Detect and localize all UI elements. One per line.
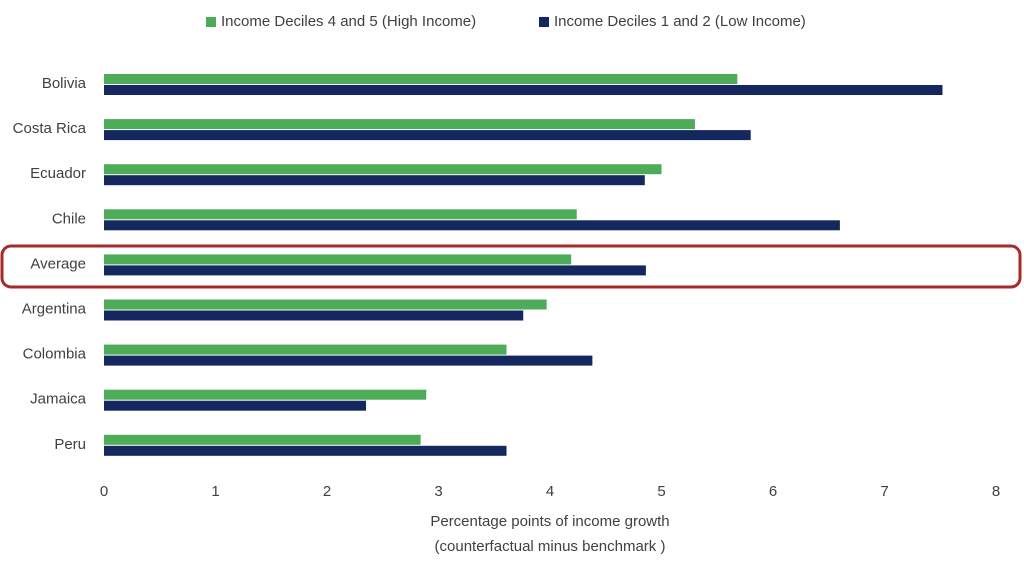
y-tick-label: Bolivia	[42, 75, 87, 92]
bar	[104, 254, 572, 265]
legend-swatch	[539, 17, 549, 27]
legend-swatch	[206, 17, 216, 27]
y-tick-label: Ecuador	[30, 165, 86, 182]
bar	[104, 310, 524, 321]
x-axis-title: (counterfactual minus benchmark )	[435, 538, 666, 555]
y-tick-label: Chile	[52, 210, 86, 227]
bar	[104, 130, 751, 141]
bar	[104, 344, 507, 355]
x-tick-label: 1	[211, 483, 219, 500]
x-tick-label: 0	[100, 483, 108, 500]
legend-label: Income Deciles 1 and 2 (Low Income)	[554, 13, 806, 30]
x-tick-label: 7	[880, 483, 888, 500]
y-tick-label: Argentina	[22, 300, 87, 317]
bar	[104, 85, 943, 95]
bar	[104, 209, 577, 220]
bar	[104, 389, 427, 400]
x-tick-label: 2	[323, 483, 331, 500]
x-tick-label: 5	[657, 483, 665, 500]
x-tick-label: 6	[769, 483, 777, 500]
bar	[104, 220, 840, 231]
bar	[104, 265, 646, 276]
y-tick-label: Average	[30, 255, 86, 272]
bar	[104, 434, 421, 445]
x-axis-title: Percentage points of income growth	[430, 513, 669, 530]
bar	[104, 164, 662, 175]
legend-label: Income Deciles 4 and 5 (High Income)	[221, 13, 476, 30]
x-tick-label: 8	[992, 483, 1000, 500]
x-tick-label: 4	[546, 483, 554, 500]
bar	[104, 445, 507, 456]
bar	[104, 119, 695, 130]
bar	[104, 175, 645, 186]
y-tick-label: Jamaica	[30, 391, 87, 408]
x-tick-label: 3	[434, 483, 442, 500]
y-tick-label: Colombia	[23, 346, 87, 363]
y-tick-label: Costa Rica	[13, 120, 87, 137]
y-tick-label: Peru	[54, 436, 86, 453]
bar	[104, 400, 367, 411]
bar	[104, 355, 593, 366]
bar	[104, 299, 547, 310]
highlight-box	[0, 244, 1022, 289]
bar	[104, 74, 738, 84]
